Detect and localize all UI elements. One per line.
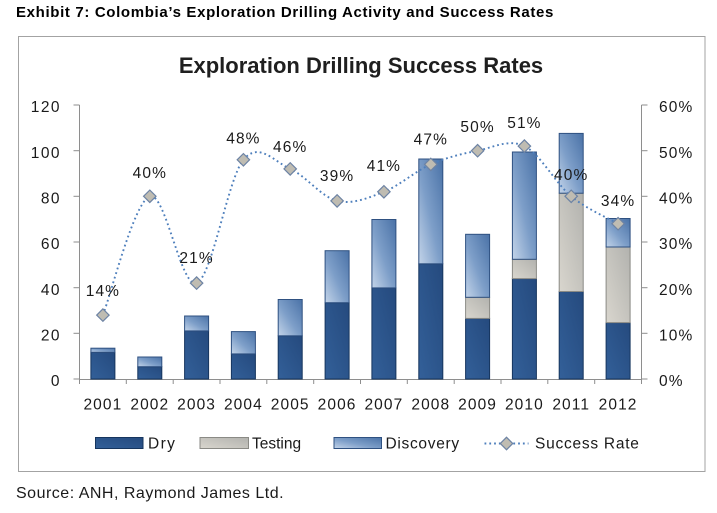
svg-text:39%: 39% [320, 168, 354, 185]
svg-text:2008: 2008 [411, 397, 450, 414]
svg-text:41%: 41% [367, 158, 401, 175]
svg-text:46%: 46% [273, 139, 307, 156]
svg-text:40%: 40% [659, 191, 693, 208]
svg-text:48%: 48% [226, 130, 260, 147]
svg-text:51%: 51% [507, 115, 541, 132]
svg-text:2005: 2005 [271, 397, 310, 414]
svg-text:20: 20 [41, 328, 61, 345]
svg-text:2011: 2011 [552, 397, 590, 414]
svg-text:2002: 2002 [130, 397, 169, 414]
svg-text:30%: 30% [659, 236, 693, 253]
svg-text:Discovery: Discovery [386, 436, 460, 453]
svg-text:0: 0 [51, 373, 61, 390]
svg-text:34%: 34% [601, 193, 635, 210]
svg-text:40%: 40% [554, 167, 588, 184]
svg-text:40: 40 [41, 282, 61, 299]
svg-text:2001: 2001 [83, 397, 122, 414]
svg-text:2007: 2007 [364, 397, 403, 414]
svg-text:47%: 47% [414, 132, 448, 149]
svg-text:14%: 14% [86, 283, 120, 300]
svg-text:20%: 20% [659, 282, 693, 299]
svg-text:0%: 0% [659, 373, 684, 390]
svg-text:60: 60 [41, 236, 61, 253]
svg-text:2003: 2003 [177, 397, 216, 414]
svg-text:100: 100 [31, 145, 61, 162]
svg-text:2012: 2012 [599, 397, 638, 414]
svg-text:80: 80 [41, 191, 61, 208]
svg-text:120: 120 [31, 99, 61, 116]
svg-text:2010: 2010 [505, 397, 544, 414]
svg-text:60%: 60% [659, 99, 693, 116]
svg-text:Dry: Dry [148, 436, 176, 453]
svg-text:Testing: Testing [252, 436, 301, 453]
svg-text:50%: 50% [659, 145, 693, 162]
svg-text:40%: 40% [133, 165, 167, 182]
svg-text:Success Rate: Success Rate [535, 436, 640, 453]
svg-text:50%: 50% [460, 119, 494, 136]
svg-text:21%: 21% [179, 250, 213, 267]
svg-text:10%: 10% [659, 328, 693, 345]
svg-text:2009: 2009 [458, 397, 497, 414]
svg-text:2004: 2004 [224, 397, 263, 414]
svg-text:Exploration Drilling Success R: Exploration Drilling Success Rates [179, 53, 543, 78]
svg-text:2006: 2006 [318, 397, 357, 414]
